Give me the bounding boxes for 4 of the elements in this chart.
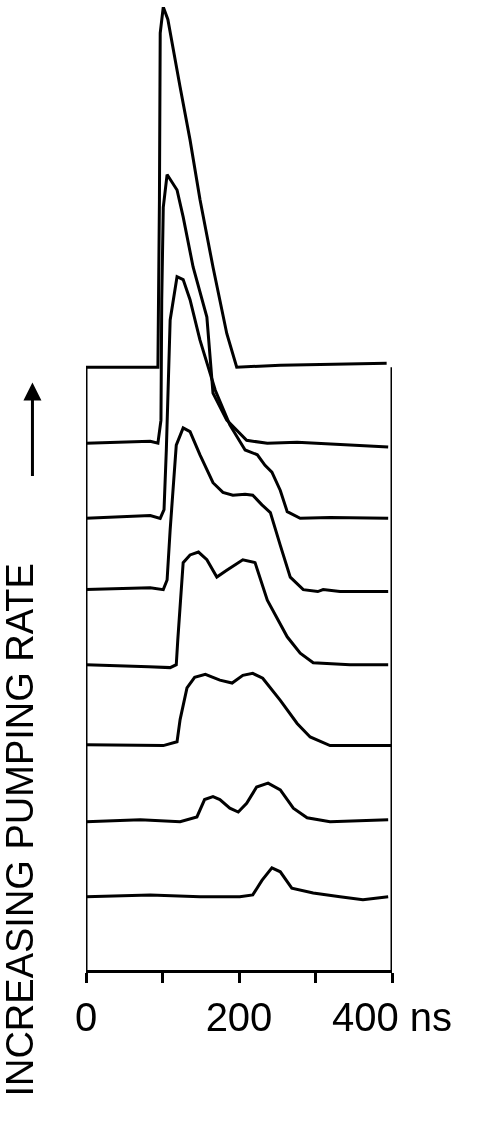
x-tick-label: 200 [205, 995, 273, 1039]
y-axis-title: INCREASING PUMPING RATE [0, 563, 41, 1097]
x-tick-label: 0 [74, 995, 98, 1039]
x-tick-label: 400 ns [331, 995, 453, 1039]
